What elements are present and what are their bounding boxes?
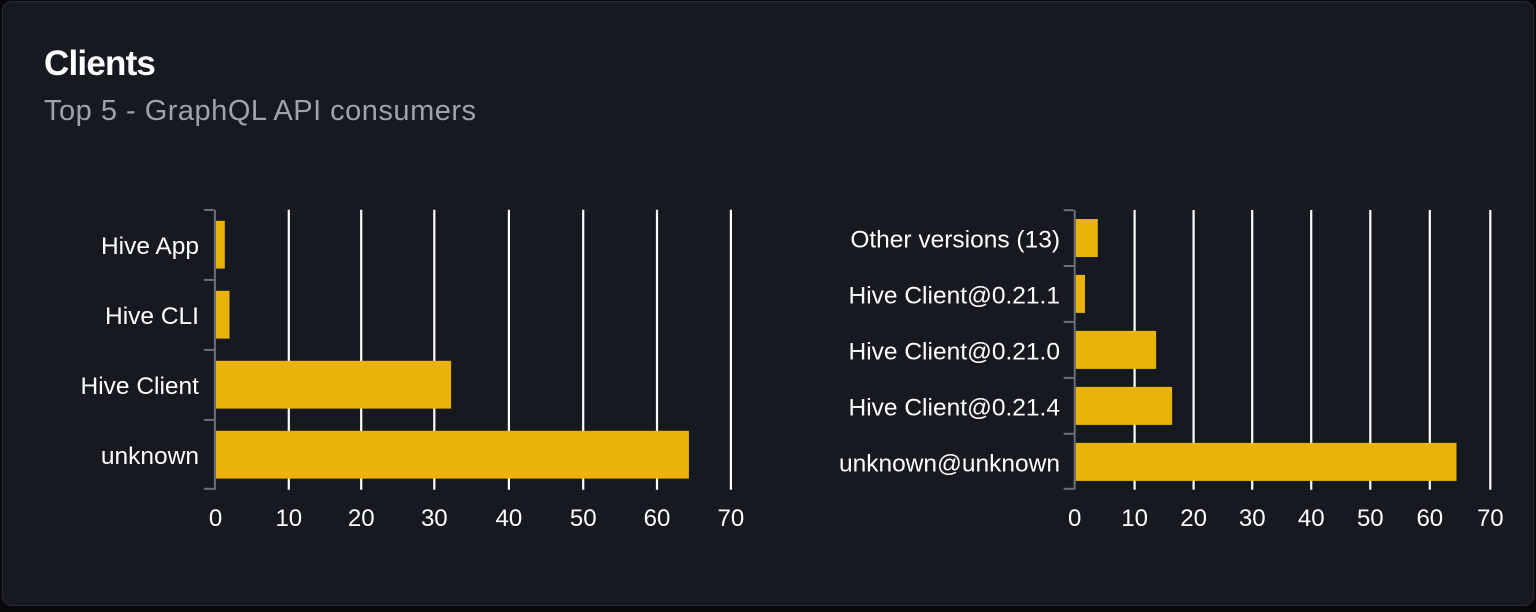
svg-text:20: 20	[1180, 505, 1207, 532]
svg-text:0: 0	[1068, 505, 1081, 532]
svg-text:Hive Client@0.21.0: Hive Client@0.21.0	[849, 338, 1060, 365]
svg-text:10: 10	[1121, 505, 1148, 532]
svg-text:40: 40	[1298, 505, 1325, 532]
svg-text:50: 50	[570, 505, 597, 532]
svg-text:Hive App: Hive App	[101, 233, 199, 260]
svg-text:60: 60	[1416, 505, 1443, 532]
svg-text:Hive Client@0.21.4: Hive Client@0.21.4	[849, 394, 1060, 421]
svg-text:Other versions (13): Other versions (13)	[850, 226, 1060, 253]
svg-text:Hive CLI: Hive CLI	[105, 303, 199, 330]
svg-text:Hive Client@0.21.1: Hive Client@0.21.1	[849, 282, 1060, 309]
svg-text:0: 0	[209, 505, 222, 532]
svg-text:30: 30	[1239, 505, 1266, 532]
svg-text:70: 70	[718, 505, 745, 532]
svg-text:40: 40	[496, 505, 523, 532]
svg-text:20: 20	[348, 505, 375, 532]
svg-text:unknown@unknown: unknown@unknown	[839, 450, 1060, 477]
svg-text:50: 50	[1357, 505, 1384, 532]
svg-text:Hive Client: Hive Client	[81, 373, 200, 400]
svg-text:unknown: unknown	[101, 443, 199, 470]
svg-text:30: 30	[421, 505, 448, 532]
svg-text:60: 60	[644, 505, 671, 532]
svg-text:10: 10	[275, 505, 302, 532]
svg-text:70: 70	[1477, 505, 1504, 532]
